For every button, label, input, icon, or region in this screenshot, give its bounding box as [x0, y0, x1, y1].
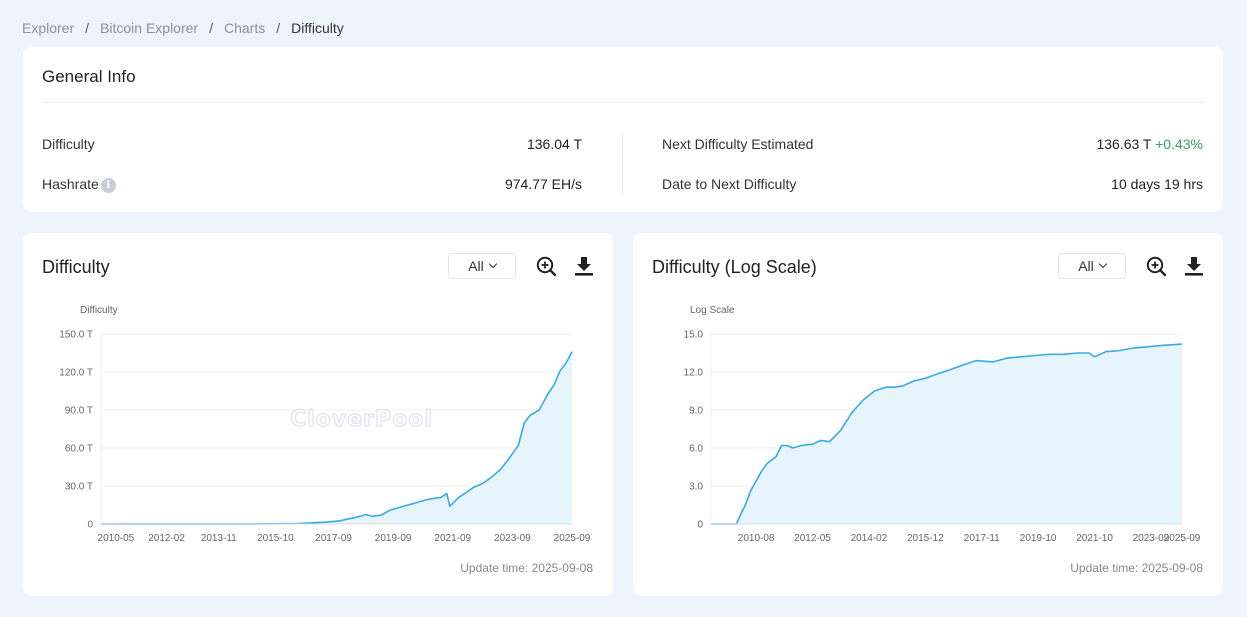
y-axis-title: Log Scale: [690, 305, 735, 316]
general-info-card: General Info Difficulty 136.04 T Hashrat…: [23, 47, 1223, 212]
breadcrumb-separator: /: [209, 20, 213, 36]
hashrate-value: 974.77 EH/s: [504, 176, 582, 192]
breadcrumb-charts[interactable]: Charts: [223, 20, 266, 36]
range-select-value: All: [468, 258, 484, 274]
next-difficulty-label: Next Difficulty Estimated: [662, 136, 814, 152]
range-select[interactable]: All: [1058, 253, 1126, 279]
x-tick-label: 2023-09: [494, 533, 531, 544]
x-tick-label: 2014-02: [851, 533, 888, 544]
breadcrumb-separator: /: [85, 20, 90, 36]
x-tick-label: 2010-08: [738, 533, 775, 544]
difficulty-chart: Difficulty 0 30.0 T 60.0 T 90.0 T 120.0 T 150.…: [59, 305, 591, 544]
y-tick-label: 150.0 T: [59, 330, 93, 341]
zoom-in-icon[interactable]: [1145, 255, 1167, 277]
x-tick-label: 2017-09: [315, 533, 352, 544]
hashrate-label: Hashrate: [42, 176, 99, 192]
breadcrumb-difficulty: Difficulty: [291, 20, 344, 36]
y-tick-label: 15.0: [684, 330, 704, 341]
chart-title: Difficulty: [42, 257, 110, 277]
y-tick-label: 9.0: [689, 406, 703, 417]
x-tick-label: 2017-11: [964, 533, 1000, 544]
difficulty-log-chart-card: Difficulty (Log Scale) All Log Scale 0 3.0…: [633, 233, 1223, 596]
next-difficulty-value-group: 136.63 T +0.43%: [1096, 136, 1203, 152]
x-tick-label: 2025-09: [554, 533, 591, 544]
next-difficulty-value: 136.63 T: [1096, 136, 1152, 152]
y-tick-label: 0: [87, 520, 93, 531]
y-tick-label: 60.0 T: [65, 444, 93, 455]
x-tick-label: 2012-05: [794, 533, 831, 544]
general-info-title: General Info: [42, 67, 136, 86]
x-tick-label: 2012-02: [148, 533, 185, 544]
breadcrumb: Explorer / Bitcoin Explorer / Charts / D…: [22, 20, 344, 36]
y-tick-label: 0: [697, 520, 703, 531]
difficulty-label: Difficulty: [42, 136, 95, 152]
breadcrumb-bitcoin-explorer[interactable]: Bitcoin Explorer: [100, 20, 199, 36]
x-tick-label: 2013-11: [201, 533, 237, 544]
x-tick-label: 2019-10: [1020, 533, 1057, 544]
y-tick-label: 120.0 T: [59, 368, 93, 379]
update-time: Update time: 2025-09-08: [1070, 561, 1203, 575]
vertical-divider: [622, 133, 623, 193]
x-tick-label: 2023-09: [1133, 533, 1170, 544]
difficulty-chart-card: Difficulty All Difficulty 0 30.0 T 60.0 T 90…: [23, 233, 613, 596]
y-tick-label: 6.0: [689, 444, 703, 455]
next-difficulty-change: +0.43%: [1155, 136, 1203, 152]
download-icon[interactable]: [573, 255, 595, 277]
breadcrumb-explorer[interactable]: Explorer: [22, 20, 75, 36]
hashrate-label-group: Hashrate i: [42, 176, 116, 193]
y-tick-label: 12.0: [684, 368, 704, 379]
date-to-next-label: Date to Next Difficulty: [662, 176, 797, 192]
difficulty-value: 136.04 T: [526, 136, 582, 152]
series-area: [101, 351, 572, 524]
series-line: [100, 351, 573, 525]
x-tick-label: 2015-10: [257, 533, 294, 544]
x-tick-label: 2015-12: [907, 533, 944, 544]
chevron-down-icon: [1098, 259, 1108, 269]
difficulty-log-chart: Log Scale03.06.09.012.015.0CloverPool201…: [684, 305, 1201, 544]
x-tick-label: 2021-09: [434, 533, 471, 544]
y-axis-title: Difficulty: [80, 305, 118, 316]
date-to-next-value: 10 days 19 hrs: [1111, 176, 1203, 192]
range-select[interactable]: All: [448, 253, 516, 279]
series-line: [711, 343, 1183, 525]
x-tick-label: 2025-09: [1164, 533, 1201, 544]
download-icon[interactable]: [1183, 255, 1205, 277]
x-tick-label: 2010-05: [98, 533, 135, 544]
x-tick-label: 2021-10: [1076, 533, 1113, 544]
series-area: [711, 344, 1182, 524]
update-time: Update time: 2025-09-08: [460, 561, 593, 575]
x-tick-label: 2019-09: [375, 533, 412, 544]
y-tick-label: 3.0: [689, 482, 703, 493]
zoom-in-icon[interactable]: [535, 255, 557, 277]
breadcrumb-separator: /: [276, 20, 281, 36]
chart-title: Difficulty (Log Scale): [652, 257, 817, 277]
chevron-down-icon: [488, 259, 498, 269]
range-select-value: All: [1078, 258, 1094, 274]
info-icon[interactable]: i: [100, 177, 116, 193]
y-tick-label: 30.0 T: [65, 482, 93, 493]
watermark: CloverPool: [290, 407, 433, 432]
y-tick-label: 90.0 T: [65, 406, 93, 417]
divider: [42, 102, 1204, 103]
